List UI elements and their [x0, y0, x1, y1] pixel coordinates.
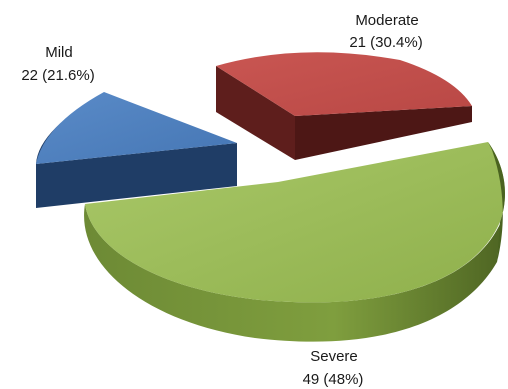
- label-severe-name: Severe: [310, 348, 358, 365]
- pie-slice-severe: [84, 142, 505, 342]
- pie-slice-mild: [36, 92, 237, 208]
- pie-slice-mild-top: [36, 92, 237, 164]
- pie-slice-mild-side: [36, 143, 237, 208]
- pie-slice-moderate-side-front: [295, 106, 472, 160]
- pie-slice-severe-top: [85, 142, 505, 303]
- pie-slice-moderate-side: [216, 66, 295, 160]
- label-moderate-value: 21 (30.4%): [349, 34, 422, 51]
- pie-slice-moderate: [216, 52, 472, 160]
- pie-slice-severe-right-side: [488, 142, 505, 262]
- label-mild-name: Mild: [45, 44, 73, 61]
- label-severe-value: 49 (48%): [303, 371, 364, 388]
- pie-slice-severe-side: [84, 204, 502, 342]
- pie-slice-moderate-top: [216, 52, 472, 116]
- label-moderate-name: Moderate: [355, 12, 418, 29]
- label-mild-value: 22 (21.6%): [21, 67, 94, 84]
